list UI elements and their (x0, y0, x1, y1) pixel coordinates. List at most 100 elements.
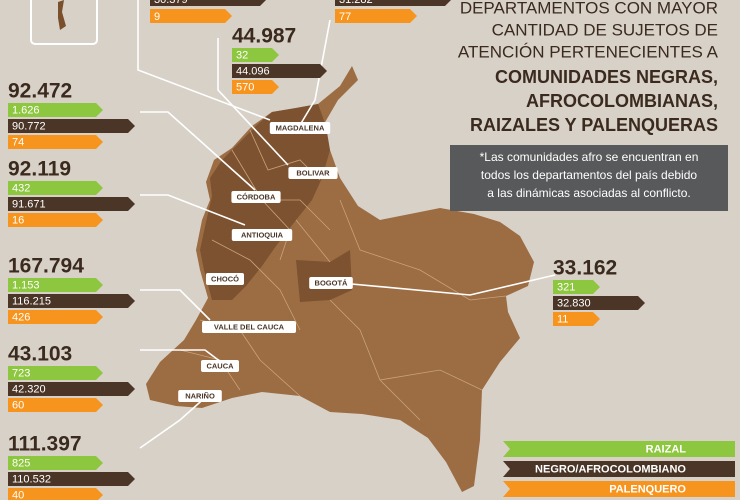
value-negro: 91.671 (12, 198, 46, 210)
map-label-bg (309, 277, 353, 289)
map-label-bg (231, 191, 281, 203)
leader (217, 38, 289, 166)
bar-palenquero (8, 488, 103, 500)
header-bold: RAIZALES Y PALENQUERAS (470, 115, 718, 135)
borders (179, 129, 507, 421)
bar-raizal (8, 278, 103, 292)
leader (140, 111, 256, 191)
generated: DEPARTAMENTOS CON MAYOR CANTIDAD DE SUJET… (8, 0, 735, 500)
map-label: CHOCÓ (211, 274, 239, 283)
legend-bar (503, 461, 735, 477)
bar-raizal (8, 366, 103, 380)
value-palenquero: 11 (557, 313, 568, 325)
bar-negro (553, 296, 645, 310)
value-palenquero: 426 (12, 311, 30, 323)
total: 44.987 (232, 25, 296, 48)
legend-bar (503, 441, 735, 457)
bar-palenquero (232, 80, 279, 94)
value-negro: 42.320 (12, 383, 46, 395)
legend-label: PALENQUERO (609, 483, 686, 495)
map-label-bg (231, 229, 293, 241)
value-negro: 32.830 (557, 297, 591, 309)
value-palenquero: 570 (236, 81, 254, 93)
map-label: MAGDALENA (276, 123, 325, 132)
legend-bar (503, 481, 735, 497)
bar-negro (8, 294, 135, 308)
bar-negro (232, 64, 327, 78)
inset-frame (30, 0, 98, 45)
island (58, 0, 66, 30)
value-raizal: 1.153 (12, 279, 40, 291)
value-negro: 90.772 (12, 120, 46, 132)
value-raizal: 825 (12, 457, 30, 469)
bar-negro (150, 0, 266, 6)
bar-negro (8, 472, 135, 486)
map-label: VALLE DEL CAUCA (214, 322, 285, 331)
header-bold: AFROCOLOMBIANAS, (526, 91, 718, 111)
legend-label: RAIZAL (646, 443, 687, 455)
map-label-bg (178, 390, 222, 402)
leader (140, 194, 246, 226)
value-raizal: 432 (12, 182, 30, 194)
value-raizal: 1.626 (12, 104, 40, 116)
bar-negro (335, 0, 451, 6)
header-bold: COMUNIDADES NEGRAS, (495, 67, 718, 87)
bar-palenquero (8, 398, 103, 412)
leader (137, 0, 271, 121)
bar-palenquero (8, 213, 103, 227)
leader (140, 289, 211, 321)
map-label-bg (269, 122, 331, 134)
note-line: a las dinámicas asociadas al conflicto. (487, 186, 690, 200)
map-label: ANTIOQUIA (241, 230, 284, 239)
map-label-bg (202, 321, 296, 333)
total: 43.103 (8, 343, 72, 366)
note-line: *Las comunidades afro se encuentran en (480, 150, 699, 164)
value-palenquero: 16 (12, 214, 24, 226)
map-label-bg (201, 360, 239, 372)
bar-raizal (8, 103, 103, 117)
header-line: CANTIDAD DE SUJETOS DE (492, 20, 718, 39)
bar-negro (8, 197, 135, 211)
leader (299, 19, 331, 126)
bar-palenquero (553, 312, 600, 326)
header-line: ATENCIÓN PERTENECIENTES A (458, 42, 719, 61)
leader (139, 394, 209, 449)
bar-palenquero (8, 310, 103, 324)
map-label: NARIÑO (185, 391, 215, 400)
value-palenquero: 74 (12, 136, 24, 148)
map-label-bg (288, 167, 338, 179)
map-label: BOLIVAR (296, 168, 330, 177)
map-label: BOGOTÁ (315, 278, 348, 287)
value-negro: 31.282 (339, 0, 373, 6)
value-raizal: 321 (557, 281, 575, 293)
bar-raizal (553, 280, 600, 294)
map-label: CÓRDOBA (237, 192, 276, 201)
value-palenquero: 40 (12, 489, 24, 500)
bar-palenquero (150, 9, 232, 23)
note-box (450, 145, 728, 211)
bar-raizal (8, 456, 103, 470)
value-negro: 30.379 (154, 0, 188, 6)
value-raizal: 32 (236, 49, 248, 61)
value-palenquero: 60 (12, 399, 24, 411)
bar-negro (8, 119, 135, 133)
value-negro: 110.532 (12, 473, 51, 485)
legend-label: NEGRO/AFROCOLOMBIANO (535, 463, 686, 475)
total: 111.397 (8, 433, 82, 456)
map-label-bg (206, 273, 244, 285)
leader (329, 274, 556, 296)
total: 92.119 (8, 158, 71, 181)
total: 167.794 (8, 255, 84, 278)
value-palenquero: 77 (339, 11, 351, 23)
bar-negro (8, 382, 135, 396)
value-raizal: 723 (12, 367, 30, 379)
header-line: DEPARTAMENTOS CON MAYOR (460, 0, 718, 17)
value-negro: 116.215 (12, 295, 51, 307)
map-label: CAUCA (206, 361, 234, 370)
value-palenquero: 9 (154, 11, 160, 23)
bar-raizal (232, 48, 279, 62)
value-negro: 44.096 (236, 65, 270, 77)
bar-palenquero (8, 135, 103, 149)
bar-palenquero (335, 9, 417, 23)
